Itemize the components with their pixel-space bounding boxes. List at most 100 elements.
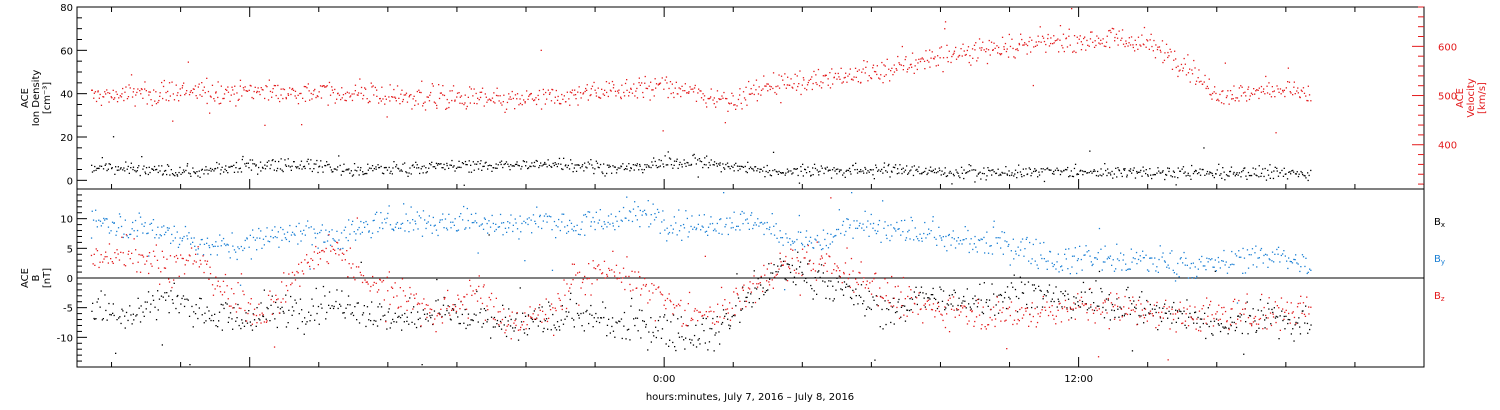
density-point: [1129, 168, 1132, 170]
bz-point: [525, 328, 527, 330]
by-point: [460, 213, 462, 215]
density-point: [153, 165, 156, 168]
bz-point: [326, 261, 328, 263]
density-point: [1209, 171, 1211, 173]
density-point: [1212, 174, 1214, 177]
velocity-point: [751, 92, 753, 95]
bx-point: [475, 314, 477, 316]
density-point: [793, 168, 795, 170]
by-point: [1271, 251, 1274, 253]
velocity-point: [400, 93, 402, 95]
velocity-point: [1004, 42, 1007, 45]
velocity-point: [1088, 45, 1090, 47]
by-point: [475, 212, 477, 215]
density-point: [916, 168, 918, 171]
bz-point: [709, 306, 711, 308]
by-point: [731, 222, 733, 224]
density-point: [1145, 169, 1147, 171]
density-point: [847, 169, 850, 172]
by-point: [984, 252, 986, 254]
by-point: [154, 237, 156, 239]
bz-point: [212, 294, 215, 296]
by-point: [667, 233, 669, 235]
density-point: [586, 167, 588, 169]
bx-point: [1082, 281, 1085, 284]
by-point: [1301, 254, 1304, 256]
by-point: [757, 218, 759, 220]
velocity-point: [862, 68, 864, 70]
velocity-point: [914, 65, 916, 67]
velocity-point: [175, 84, 177, 86]
by-point: [380, 212, 382, 214]
density-point: [399, 170, 401, 172]
bx-point: [188, 315, 191, 317]
by-point: [1276, 248, 1278, 251]
by-point: [666, 227, 668, 229]
velocity-point: [162, 85, 165, 88]
density-point: [606, 172, 608, 175]
by-point: [1118, 259, 1120, 262]
by-point: [106, 218, 108, 220]
bx-point: [635, 317, 637, 319]
velocity-point: [710, 88, 712, 90]
bx-point: [691, 339, 693, 341]
bx-point: [941, 300, 944, 302]
velocity-point: [1124, 45, 1126, 48]
density-point: [1044, 169, 1046, 171]
bz-point: [465, 308, 468, 310]
bz-point: [809, 259, 811, 261]
velocity-point: [230, 94, 232, 96]
velocity-point: [811, 88, 813, 91]
by-point: [567, 230, 570, 233]
velocity-point: [836, 78, 838, 80]
density-point: [753, 170, 755, 172]
by-point: [498, 226, 501, 228]
velocity-point: [135, 94, 137, 96]
density-point: [1274, 166, 1276, 168]
by-point: [636, 219, 638, 221]
bx-point: [220, 303, 222, 306]
bx-point: [1218, 324, 1220, 326]
density-point: [805, 172, 808, 174]
velocity-point: [748, 80, 750, 83]
velocity-point: [686, 92, 688, 94]
density-point: [998, 174, 1000, 177]
density-point: [318, 165, 321, 167]
velocity-point: [148, 94, 150, 96]
bx-point: [1013, 274, 1015, 276]
bx-point: [223, 307, 225, 310]
density-point: [931, 170, 933, 173]
velocity-point: [1251, 93, 1254, 96]
bx-point: [494, 326, 496, 328]
by-point: [773, 225, 775, 227]
bz-point: [492, 318, 495, 320]
by-point: [884, 221, 886, 223]
bz-point: [417, 302, 419, 304]
bx-point: [426, 313, 428, 315]
velocity-point: [716, 90, 719, 92]
bx-point: [543, 327, 545, 330]
density-point: [147, 173, 149, 176]
velocity-point: [872, 67, 874, 69]
by-point: [858, 225, 860, 227]
by-point: [1107, 256, 1110, 258]
velocity-point: [744, 99, 747, 101]
by-point: [286, 231, 289, 233]
bz-point: [584, 275, 586, 278]
by-point: [1274, 253, 1276, 255]
bz-point: [626, 256, 628, 258]
velocity-point: [1098, 42, 1100, 44]
velocity-point: [318, 91, 320, 93]
density-point: [885, 170, 887, 172]
velocity-point: [944, 21, 947, 23]
bx-point: [721, 321, 724, 324]
bx-point: [820, 264, 823, 266]
by-point: [948, 233, 950, 236]
by-point: [430, 224, 432, 226]
by-point: [936, 244, 938, 246]
velocity-point: [493, 92, 495, 94]
velocity-point: [913, 72, 915, 74]
velocity-point: [680, 95, 682, 98]
bz-point: [713, 311, 715, 313]
velocity-point: [1297, 87, 1299, 89]
